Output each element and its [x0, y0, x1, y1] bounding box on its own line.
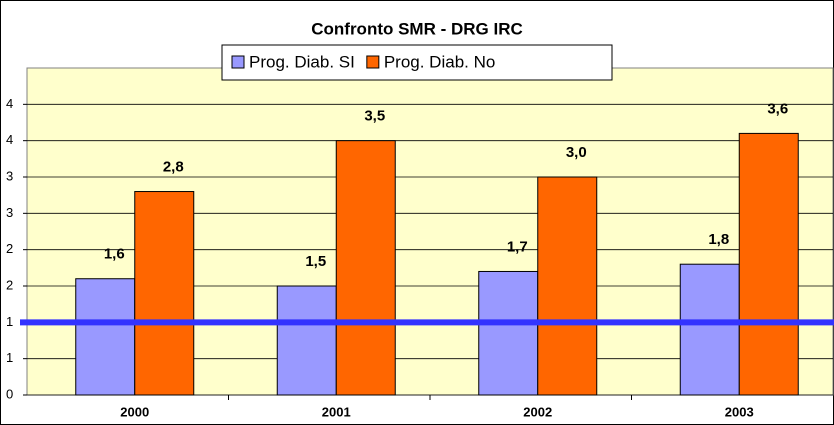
legend-label: Prog. Diab. SI	[249, 52, 355, 71]
x-tick-label: 2000	[120, 404, 149, 419]
y-tick-label: 3	[6, 168, 13, 183]
y-tick-label: 1	[6, 314, 13, 329]
data-label: 2,8	[163, 159, 184, 176]
chart-title: Confronto SMR - DRG IRC	[311, 19, 523, 38]
bar	[537, 176, 598, 396]
bar	[679, 263, 740, 396]
legend-box	[221, 44, 613, 81]
data-label: 3,5	[364, 108, 385, 125]
data-label: 1,7	[507, 238, 528, 255]
data-label: 3,6	[767, 100, 788, 117]
x-tick-label: 2001	[322, 404, 351, 419]
y-tick-label: 3	[6, 205, 13, 220]
legend-swatch	[366, 55, 380, 69]
x-tick-label: 2002	[523, 404, 552, 419]
y-tick-label: 0	[6, 386, 13, 401]
data-label: 1,6	[104, 246, 125, 263]
bar	[478, 270, 539, 396]
bar	[335, 140, 396, 396]
data-label: 1,5	[305, 253, 326, 270]
y-tick-label: 4	[6, 96, 13, 111]
bar	[75, 278, 136, 396]
x-tick-label: 2003	[725, 404, 754, 419]
legend-swatch	[231, 55, 245, 69]
bar	[134, 191, 195, 396]
bar	[276, 285, 337, 396]
y-tick-label: 1	[6, 350, 13, 365]
y-tick-label: 2	[6, 277, 13, 292]
data-label: 1,8	[708, 231, 729, 248]
bar	[738, 132, 799, 396]
y-tick-label: 4	[6, 132, 13, 147]
y-tick-label: 2	[6, 241, 13, 256]
data-label: 3,0	[566, 144, 587, 161]
legend-label: Prog. Diab. No	[384, 52, 496, 71]
